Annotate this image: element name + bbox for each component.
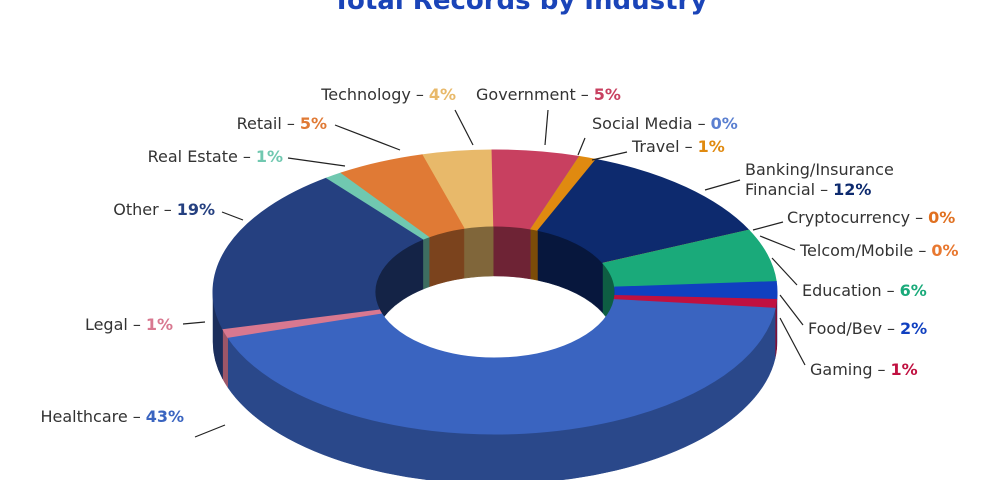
- category-label: Banking/Insurance Financial: [745, 160, 894, 199]
- label-separator: –: [697, 114, 706, 133]
- label-separator: –: [915, 208, 924, 227]
- label-separator: –: [163, 200, 172, 219]
- leader-line: [287, 157, 346, 167]
- data-label: Gaming –1%: [810, 360, 918, 380]
- slice-inner-side: [493, 225, 532, 280]
- label-separator: –: [415, 85, 424, 104]
- leader-line: [334, 124, 401, 151]
- percent-label: 1%: [697, 137, 725, 156]
- percent-label: 12%: [833, 180, 872, 199]
- percent-label: 19%: [176, 200, 215, 219]
- category-label: Healthcare: [40, 407, 128, 426]
- label-separator: –: [132, 315, 141, 334]
- leader-line: [182, 321, 206, 325]
- data-label: Food/Bev –2%: [808, 319, 927, 339]
- data-label: Cryptocurrency –0%: [787, 208, 955, 228]
- percent-label: 2%: [900, 319, 928, 338]
- percent-label: 43%: [145, 407, 184, 426]
- percent-label: 6%: [899, 281, 927, 300]
- category-label: Food/Bev: [808, 319, 883, 338]
- data-label: Banking/Insurance Financial –12%: [745, 160, 915, 200]
- percent-label: 1%: [890, 360, 918, 379]
- leader-line: [779, 317, 806, 366]
- category-label: Technology: [321, 85, 411, 104]
- category-label: Telcom/Mobile: [800, 241, 914, 260]
- data-label: Healthcare –43%: [40, 407, 184, 427]
- chart-title: Total Records by Industry: [332, 0, 708, 16]
- slice-inner-side: [429, 227, 465, 288]
- label-separator: –: [242, 147, 251, 166]
- slice-inner-side: [463, 225, 494, 279]
- percent-label: 1%: [145, 315, 173, 334]
- data-label: Retail –5%: [237, 114, 327, 134]
- percent-label: 0%: [931, 241, 959, 260]
- label-separator: –: [877, 360, 886, 379]
- label-separator: –: [286, 114, 295, 133]
- leader-lines: [182, 109, 806, 438]
- leader-line: [759, 235, 796, 251]
- label-separator: –: [887, 319, 896, 338]
- slice-inner-side: [530, 228, 539, 281]
- label-separator: –: [820, 180, 829, 199]
- leader-line: [221, 211, 244, 221]
- slices: [212, 149, 778, 435]
- label-separator: –: [132, 407, 141, 426]
- category-label: Travel: [632, 137, 680, 156]
- slice: [340, 154, 465, 238]
- category-label: Government: [476, 85, 576, 104]
- data-label: Social Media –0%: [592, 114, 738, 134]
- category-label: Legal: [84, 315, 128, 334]
- category-label: Other: [113, 200, 159, 219]
- percent-label: 5%: [593, 85, 621, 104]
- leader-line: [544, 109, 549, 146]
- category-label: Real Estate: [147, 147, 238, 166]
- leader-line: [704, 179, 741, 191]
- label-separator: –: [886, 281, 895, 300]
- leader-line: [779, 294, 804, 326]
- slice: [537, 158, 750, 264]
- category-label: Cryptocurrency: [787, 208, 911, 227]
- label-separator: –: [684, 137, 693, 156]
- data-label: Real Estate –1%: [148, 147, 283, 167]
- data-label: Telcom/Mobile –0%: [800, 241, 959, 261]
- category-label: Gaming: [810, 360, 873, 379]
- leader-line: [591, 151, 628, 161]
- slice: [212, 177, 425, 330]
- percent-label: 1%: [255, 147, 283, 166]
- data-label: Government –5%: [476, 85, 621, 105]
- data-label: Education –6%: [802, 281, 927, 301]
- slice-outer-side: [222, 328, 228, 389]
- data-label: Legal –1%: [85, 315, 173, 335]
- data-label: Other –19%: [113, 200, 215, 220]
- slice-inner-side: [423, 236, 430, 290]
- leader-line: [454, 109, 474, 146]
- data-label: Technology –4%: [321, 85, 456, 105]
- percent-label: 5%: [299, 114, 327, 133]
- inner-walls: [374, 225, 616, 343]
- slice: [226, 299, 776, 435]
- category-label: Social Media: [592, 114, 693, 133]
- percent-label: 4%: [428, 85, 456, 104]
- leader-line: [771, 257, 798, 286]
- percent-label: 0%: [710, 114, 738, 133]
- label-separator: –: [580, 85, 589, 104]
- leader-line: [194, 424, 226, 438]
- leader-line: [577, 137, 586, 156]
- category-label: Education: [802, 281, 882, 300]
- leader-line: [752, 221, 784, 231]
- percent-label: 0%: [928, 208, 956, 227]
- label-separator: –: [918, 241, 927, 260]
- category-label: Retail: [236, 114, 282, 133]
- data-label: Travel –1%: [632, 137, 725, 157]
